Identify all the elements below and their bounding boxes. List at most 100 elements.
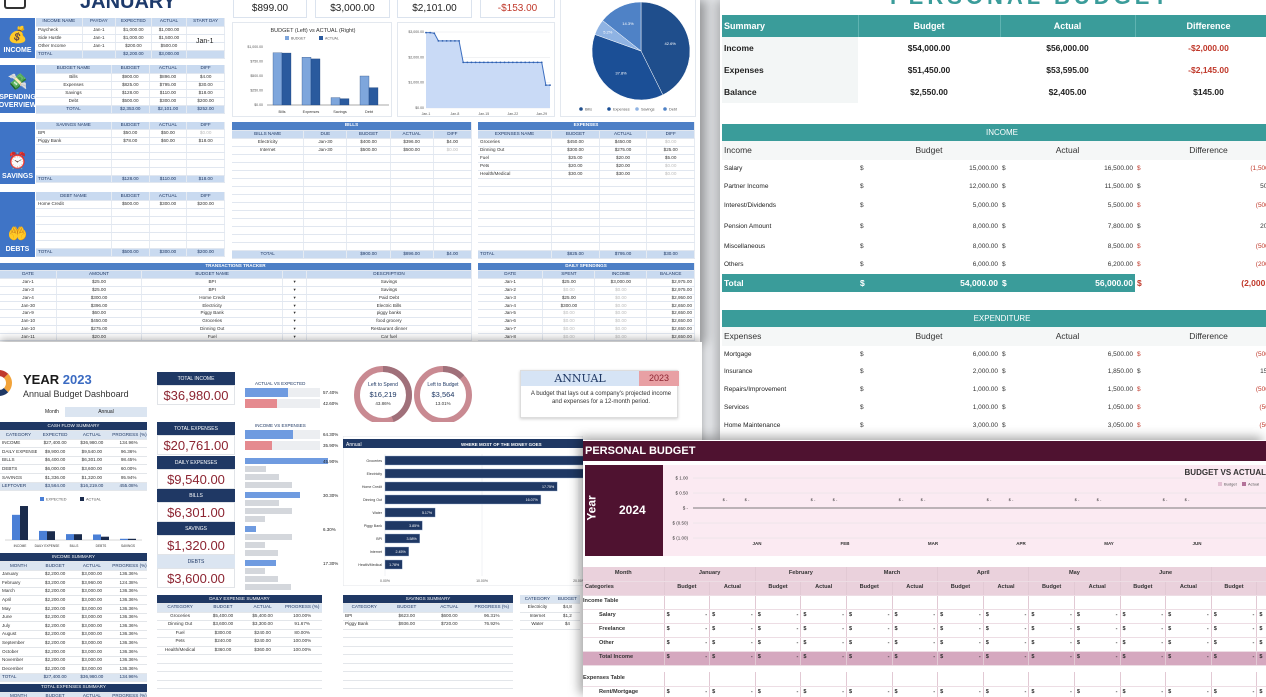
value-cell[interactable]: $- [1256, 623, 1266, 638]
value-cell[interactable]: $- [846, 686, 893, 697]
table-cell[interactable]: ▾ [282, 309, 307, 319]
value-cell[interactable]: $- [1028, 609, 1075, 624]
value-cell[interactable]: $- [846, 623, 893, 638]
value-cell[interactable]: $- [709, 651, 756, 666]
table-cell[interactable]: ▾ [282, 278, 307, 287]
value-cell[interactable]: $- [664, 651, 711, 666]
bar [310, 58, 321, 106]
value-cell[interactable]: $- [1165, 623, 1212, 638]
table-cell [346, 170, 391, 179]
value-cell[interactable]: $- [1028, 637, 1075, 652]
table-cell: $25.00 [646, 146, 695, 155]
value-cell[interactable]: $- [800, 623, 847, 638]
value-cell[interactable]: $- [1211, 623, 1258, 638]
month-select[interactable]: Annual [65, 407, 147, 417]
amount: 6,500.00 [1107, 350, 1133, 358]
value-cell[interactable]: $- [1074, 686, 1121, 697]
value-cell[interactable]: $- [983, 609, 1030, 624]
value-cell[interactable]: $- [664, 623, 711, 638]
table-cell: $6,000.00 [36, 464, 74, 475]
value-cell[interactable]: $- [937, 609, 984, 624]
value-cell[interactable]: $- [937, 651, 984, 666]
value-cell[interactable]: $- [983, 651, 1030, 666]
value-cell[interactable]: $- [937, 623, 984, 638]
data-point [507, 61, 510, 64]
value-cell[interactable]: $- [1120, 651, 1167, 666]
value-cell[interactable]: $- [800, 609, 847, 624]
value-cell[interactable]: $- [755, 651, 802, 666]
table-row: October $2,200.00 $3,000.00 136.36% [0, 647, 147, 657]
year-value: 2024 [619, 503, 646, 517]
value-cell[interactable]: $- [1028, 686, 1075, 697]
table-row: Jan-6 $0.00 $0.00 $2,650.00 [478, 317, 695, 326]
value-cell[interactable]: $- [800, 637, 847, 652]
value-cell[interactable]: $- [1028, 623, 1075, 638]
table-cell[interactable]: ▾ [282, 294, 307, 303]
value-cell[interactable]: $- [1165, 686, 1212, 697]
value-cell[interactable]: $- [755, 623, 802, 638]
value-cell[interactable]: $- [1074, 623, 1121, 638]
value-cell[interactable]: $- [1028, 651, 1075, 666]
value-cell[interactable]: $- [755, 686, 802, 697]
value-cell[interactable]: $- [846, 651, 893, 666]
value-cell[interactable]: $- [1211, 637, 1258, 652]
value-cell[interactable]: $- [709, 686, 756, 697]
value-cell[interactable]: $- [709, 609, 756, 624]
value-cell[interactable]: $- [937, 686, 984, 697]
value-cell[interactable]: $- [937, 637, 984, 652]
value-cell[interactable]: $- [1256, 686, 1266, 697]
currency-symbol: $ [940, 612, 944, 619]
value-cell[interactable]: $- [1165, 637, 1212, 652]
table-cell [232, 242, 305, 251]
table-cell[interactable]: ▾ [282, 333, 307, 342]
value-cell[interactable]: $- [1074, 637, 1121, 652]
value-cell[interactable]: $- [1256, 609, 1266, 624]
value-cell[interactable]: $- [1074, 609, 1121, 624]
value-cell[interactable]: $- [755, 609, 802, 624]
value-cell[interactable]: $- [1165, 651, 1212, 666]
value-cell[interactable]: $- [800, 686, 847, 697]
value-cell[interactable]: $- [1211, 609, 1258, 624]
amount: - [1115, 626, 1118, 633]
value-cell[interactable]: $- [1120, 623, 1167, 638]
value-cell[interactable]: $- [1211, 651, 1258, 666]
value-cell[interactable]: $- [709, 623, 756, 638]
value-cell[interactable]: $- [709, 637, 756, 652]
x-tick-label: Jan-8 [451, 112, 460, 116]
value-cell[interactable]: $- [1120, 637, 1167, 652]
value-cell[interactable]: $- [892, 686, 939, 697]
value-cell[interactable]: $- [755, 637, 802, 652]
value-cell[interactable]: $- [983, 623, 1030, 638]
value-cell[interactable]: $- [664, 609, 711, 624]
currency-symbol: $ [1137, 350, 1141, 358]
table-cell[interactable]: ▾ [282, 301, 307, 311]
value-cell[interactable]: $- [846, 609, 893, 624]
value-cell[interactable]: $- [1165, 609, 1212, 624]
column-header: BUDGET [36, 561, 74, 571]
value-cell[interactable]: $- [1256, 637, 1266, 652]
bar-track [245, 399, 320, 408]
value-cell[interactable]: $- [664, 686, 711, 697]
table-cell[interactable]: ▾ [282, 317, 307, 326]
value-cell[interactable]: $- [892, 623, 939, 638]
table-cell[interactable]: ▾ [282, 325, 307, 334]
value-cell[interactable]: $- [983, 637, 1030, 652]
value-cell[interactable]: $- [846, 637, 893, 652]
value-cell[interactable]: $- [892, 637, 939, 652]
value-cell[interactable]: $- [1120, 686, 1167, 697]
value-cell[interactable]: $- [800, 651, 847, 666]
money-cell: $3,000.00 [858, 417, 1000, 435]
currency-symbol: $ [894, 612, 898, 619]
table-cell: $60.00 [56, 309, 142, 319]
value-cell[interactable]: $- [1120, 609, 1167, 624]
table-cell[interactable]: ▾ [282, 286, 307, 295]
value-cell[interactable]: $- [1074, 651, 1121, 666]
value-cell[interactable]: $- [892, 651, 939, 666]
value-cell[interactable]: $- [983, 686, 1030, 697]
money-value: $- [1031, 627, 1072, 633]
value-cell[interactable]: $- [1211, 686, 1258, 697]
value-cell[interactable]: $- [892, 609, 939, 624]
value-cell[interactable]: $- [1256, 651, 1266, 666]
value-cell[interactable]: $- [664, 637, 711, 652]
